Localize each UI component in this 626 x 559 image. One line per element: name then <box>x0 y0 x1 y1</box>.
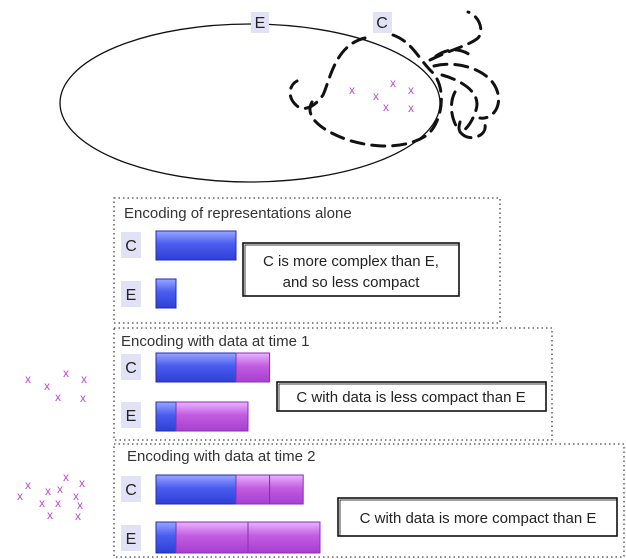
complex-label: C <box>376 15 388 32</box>
bar-row-e <box>155 278 177 309</box>
representation-bar <box>155 278 177 309</box>
row-label-e: E <box>126 408 137 425</box>
panel-data-time-2: Encoding with data at time 2 C E C with … <box>113 443 625 558</box>
panel-title: Encoding with data at time 1 <box>121 333 309 350</box>
x-mark: x <box>25 478 31 492</box>
row-label-bg <box>121 525 141 551</box>
callout-text-line-1: C is more complex than E, <box>263 253 439 270</box>
panel-data-time-1: Encoding with data at time 1 C E C with … <box>113 327 553 441</box>
x-mark: x <box>25 372 31 386</box>
data-bar <box>269 474 304 505</box>
bar-row-c <box>155 230 237 261</box>
data-bar <box>175 401 249 432</box>
x-mark: x <box>77 498 83 512</box>
bar-row-e <box>155 401 249 432</box>
row-label-c: C <box>125 482 137 499</box>
x-mark: x <box>45 484 51 498</box>
row-label-c: C <box>125 360 137 377</box>
bar-row-e <box>155 521 321 554</box>
panel-title: Encoding with data at time 2 <box>127 448 315 465</box>
data-bar <box>247 521 321 554</box>
panel-border <box>113 197 501 324</box>
x-mark: x <box>44 379 50 393</box>
x-mark: x <box>373 89 379 103</box>
x-mark: x <box>383 100 389 114</box>
row-label-bg <box>121 402 141 428</box>
top-illustration: E C x x x x x x <box>59 10 501 183</box>
panel-border <box>113 443 625 558</box>
x-mark: x <box>63 470 69 484</box>
callout-text: C with data is less compact than E <box>296 389 525 406</box>
data-bar <box>235 474 271 505</box>
bar-row-c <box>155 474 304 505</box>
x-mark: x <box>47 508 53 522</box>
x-mark: x <box>75 509 81 523</box>
x-mark: x <box>390 76 396 90</box>
x-mark: x <box>55 390 61 404</box>
bar-row-c <box>155 352 271 383</box>
row-label-e: E <box>126 531 137 548</box>
panel-representations-alone: Encoding of representations alone C E C … <box>113 197 501 324</box>
x-mark: x <box>349 83 355 97</box>
x-mark: x <box>17 489 23 503</box>
x-mark: x <box>80 391 86 405</box>
x-mark: x <box>408 101 414 115</box>
representation-bar <box>155 401 177 432</box>
representation-bar <box>155 521 177 554</box>
panel-border <box>113 327 553 441</box>
complex-dashed-boundary <box>288 10 501 148</box>
callout-text: C with data is more compact than E <box>360 510 597 527</box>
x-mark: x <box>57 482 63 496</box>
representation-bar <box>155 230 237 261</box>
encoder-label: E <box>255 15 266 32</box>
row-label-e: E <box>126 287 137 304</box>
representation-bar <box>155 474 237 505</box>
x-mark: x <box>81 372 87 386</box>
sample-points-time-1: x x x x x x <box>25 366 87 405</box>
row-label-c: C <box>125 238 137 255</box>
data-bar <box>175 521 249 554</box>
sample-points-top: x x x x x x <box>349 76 414 115</box>
x-mark: x <box>39 496 45 510</box>
representation-bar <box>155 352 237 383</box>
callout-box: C with data is more compact than E <box>337 497 618 537</box>
x-mark: x <box>63 366 69 380</box>
x-mark: x <box>73 489 79 503</box>
sample-points-time-2: x x x x x x x x x x x x <box>17 470 85 523</box>
callout-text-line-2: and so less compact <box>283 274 421 291</box>
callout-box: C with data is less compact than E <box>276 381 547 412</box>
x-mark: x <box>55 496 61 510</box>
row-label-bg <box>121 354 141 380</box>
complex-label-bg <box>373 12 392 33</box>
row-label-bg <box>121 232 141 258</box>
encoder-label-bg <box>251 12 269 33</box>
data-bar <box>235 352 271 383</box>
panel-title: Encoding of representations alone <box>124 205 352 222</box>
x-mark: x <box>408 83 414 97</box>
row-label-bg <box>121 476 141 502</box>
x-mark: x <box>79 476 85 490</box>
row-label-bg <box>121 281 141 307</box>
callout-box: C is more complex than E, and so less co… <box>242 242 460 297</box>
